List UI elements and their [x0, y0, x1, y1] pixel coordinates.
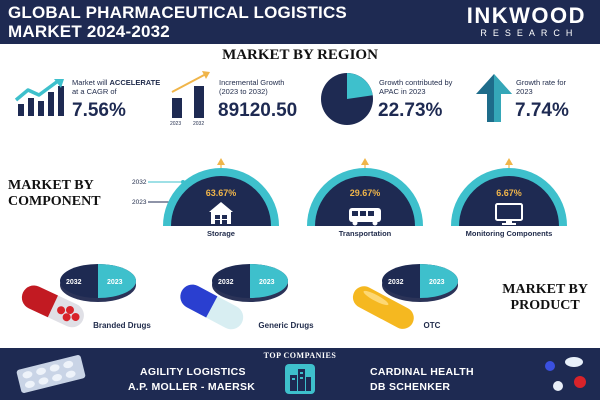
company-cardinal: CARDINAL HEALTH	[370, 366, 474, 378]
branded-disc-year-2023: 2023	[107, 279, 123, 286]
growth-rate-label: Growth rate for 2023	[516, 78, 596, 96]
otc-disc-year-2032: 2032	[388, 279, 404, 286]
header-banner	[0, 0, 600, 44]
generic-drugs-graphic: 2032 2023	[180, 264, 288, 330]
product-title-line1: MARKET BY	[502, 282, 588, 297]
transportation-value: 29.67%	[349, 188, 381, 198]
legend-year-2023: 2023	[132, 199, 147, 206]
cagr-label-line1: Market will	[72, 78, 110, 87]
generic-disc-year-2023: 2023	[259, 279, 275, 286]
apac-label-line1: Growth contributed by	[379, 78, 453, 87]
incremental-label-line1: Incremental Growth	[219, 78, 285, 87]
otc-label: OTC	[423, 321, 441, 330]
company-maersk: A.P. MOLLER - MAERSK	[128, 381, 256, 393]
monitoring-value: 6.67%	[496, 188, 522, 198]
page-title: GLOBAL PHARMACEUTICAL LOGISTICS MARKET 2…	[8, 3, 347, 41]
cagr-label: Market will ACCELERATE at a CAGR of	[72, 78, 172, 96]
monitor-icon	[495, 203, 523, 225]
growth-rate-label-line1: Growth rate for	[516, 78, 567, 87]
monitoring-label: Monitoring Components	[465, 229, 553, 238]
pie-chart-icon	[321, 73, 373, 125]
title-line-1: GLOBAL PHARMACEUTICAL LOGISTICS	[8, 3, 347, 22]
branded-drugs-label: Branded Drugs	[93, 321, 151, 330]
monitoring-gauge	[451, 158, 567, 226]
apac-growth-value: 22.73%	[378, 100, 443, 121]
red-capsule-icon	[21, 285, 84, 328]
company-agility: AGILITY LOGISTICS	[140, 366, 246, 378]
component-title-line1: MARKET BY	[8, 178, 94, 193]
growth-chart-icon	[14, 79, 64, 116]
component-section-title: MARKET BY COMPONENT	[8, 178, 101, 210]
top-companies-title: TOP COMPANIES	[263, 351, 337, 360]
blister-pack-icon	[16, 355, 86, 393]
storage-label: Storage	[207, 229, 235, 238]
up-arrow-icon	[476, 74, 512, 122]
growth-rate-value: 7.74%	[515, 100, 569, 121]
apac-share-slice	[347, 73, 373, 99]
generic-drugs-label: Generic Drugs	[258, 321, 314, 330]
bus-icon	[349, 208, 381, 226]
otc-graphic: 2032 2023	[352, 264, 458, 329]
company-schenker: DB SCHENKER	[370, 381, 451, 393]
apac-label-line2: APAC in 2023	[379, 87, 426, 96]
incremental-growth-label: Incremental Growth (2023 to 2032)	[219, 78, 319, 96]
region-section-title: MARKET BY REGION	[222, 47, 378, 63]
otc-disc-year-2023: 2023	[429, 279, 445, 286]
storage-value: 63.67%	[205, 188, 237, 198]
title-line-2: MARKET 2024-2032	[8, 22, 170, 41]
logo-main-text: INKWOOD	[466, 3, 586, 28]
storage-gauge	[163, 158, 279, 226]
incremental-label-line2: (2023 to 2032)	[219, 87, 268, 96]
incremental-growth-value: 89120.50	[218, 100, 298, 121]
branded-disc-year-2032: 2032	[66, 279, 82, 286]
transportation-label: Transportation	[338, 229, 392, 238]
product-section-title: MARKET BY PRODUCT	[502, 282, 588, 314]
inkwood-logo: INKWOOD RESEARCH	[467, 4, 586, 39]
cagr-label-emphasis: ACCELERATE	[109, 78, 161, 87]
cagr-value: 7.56%	[72, 100, 126, 121]
legend-year-2032: 2032	[132, 179, 147, 186]
yellow-capsule-icon	[352, 286, 414, 329]
growth-rate-label-line2: 2023	[516, 87, 533, 96]
product-title-line2: PRODUCT	[510, 298, 580, 313]
bar-year-2023: 2023	[170, 121, 181, 127]
generic-disc-year-2032: 2032	[218, 279, 234, 286]
warehouse-icon	[209, 202, 233, 224]
transportation-gauge	[307, 158, 423, 226]
component-title-line2: COMPONENT	[8, 194, 101, 209]
logo-sub-text: RESEARCH	[480, 28, 579, 38]
apac-growth-label: Growth contributed by APAC in 2023	[379, 78, 479, 96]
cagr-label-line2: at a CAGR of	[72, 87, 117, 96]
bar-chart-icon: 2023 2032	[170, 71, 210, 127]
buildings-icon	[285, 364, 315, 394]
blue-capsule-icon	[180, 284, 244, 330]
pills-icon	[545, 357, 586, 391]
bar-year-2032: 2032	[193, 121, 204, 127]
branded-drugs-graphic: 2032 2023	[21, 264, 136, 328]
